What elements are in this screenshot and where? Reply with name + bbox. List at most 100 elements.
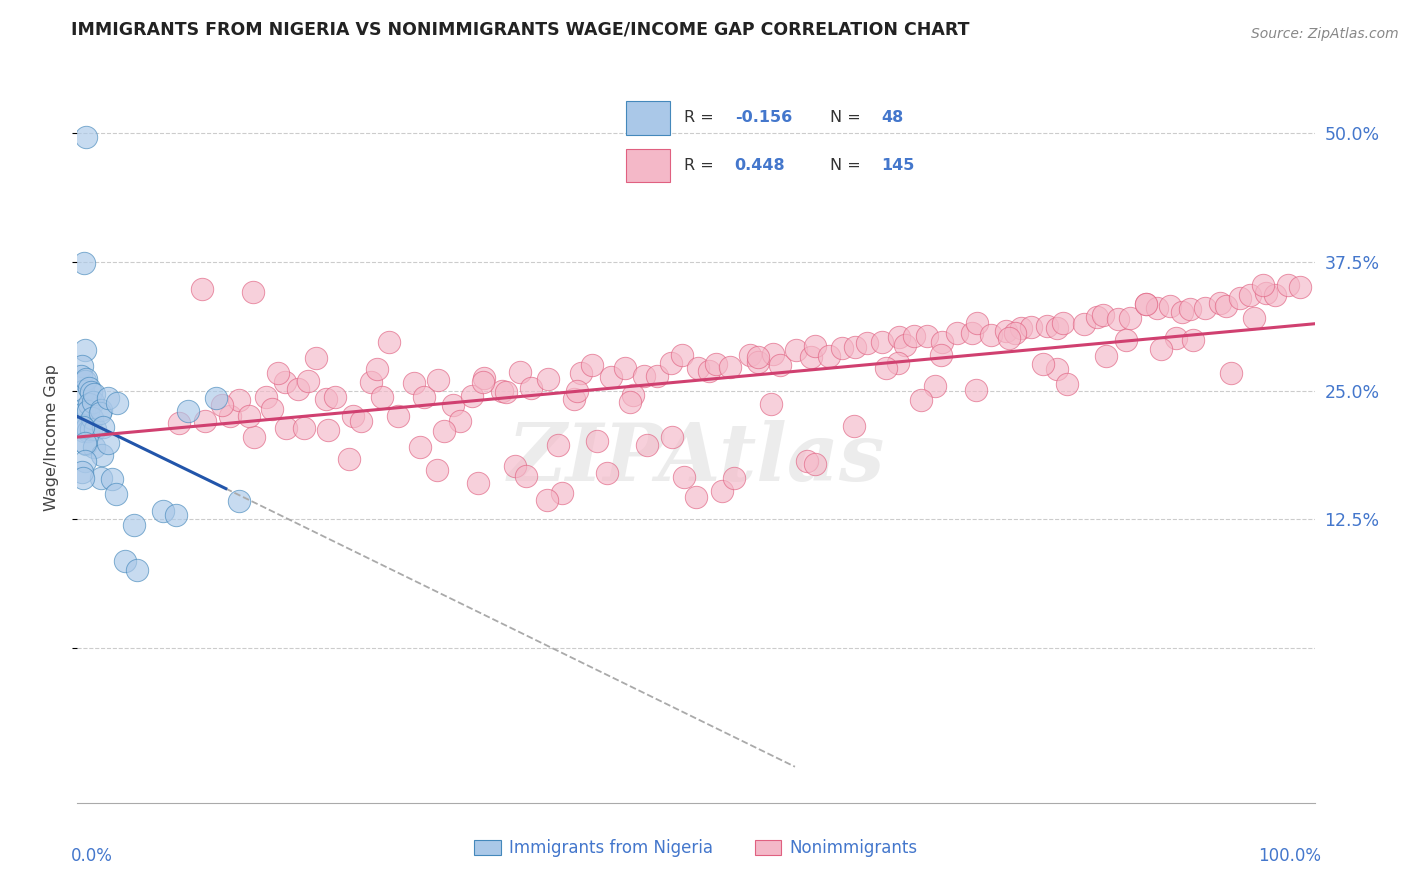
Point xyxy=(581,359,603,373)
Point xyxy=(565,384,588,398)
Point xyxy=(242,285,264,300)
Point xyxy=(1107,311,1129,326)
Point xyxy=(342,409,364,423)
Point xyxy=(1229,292,1251,306)
Point xyxy=(228,393,250,408)
Point xyxy=(1010,321,1032,335)
Point xyxy=(547,437,569,451)
Point xyxy=(550,485,572,500)
Point xyxy=(82,394,104,409)
Point xyxy=(831,341,853,355)
Point xyxy=(402,376,425,391)
Text: IMMIGRANTS FROM NIGERIA VS NONIMMIGRANTS WAGE/INCOME GAP CORRELATION CHART: IMMIGRANTS FROM NIGERIA VS NONIMMIGRANTS… xyxy=(72,21,970,38)
Point xyxy=(70,407,93,421)
Point xyxy=(90,471,112,485)
Point xyxy=(671,348,693,362)
Point xyxy=(80,385,103,400)
Point xyxy=(360,375,382,389)
Point xyxy=(1254,286,1277,301)
Point xyxy=(621,387,644,401)
Point xyxy=(1094,349,1116,363)
Point xyxy=(70,359,93,374)
Point xyxy=(72,384,94,399)
Point xyxy=(1085,310,1108,324)
Text: 0.0%: 0.0% xyxy=(72,847,112,864)
Point xyxy=(315,392,337,406)
Point xyxy=(1277,277,1299,292)
Point xyxy=(323,390,346,404)
Point xyxy=(747,351,769,365)
Point xyxy=(1239,288,1261,302)
Point xyxy=(1159,299,1181,313)
Point xyxy=(80,422,103,436)
Point xyxy=(72,465,94,479)
Point xyxy=(73,425,96,439)
Point xyxy=(75,436,97,450)
Point xyxy=(73,374,96,388)
Point xyxy=(371,390,394,404)
Point xyxy=(800,350,823,364)
Point xyxy=(409,440,432,454)
Point xyxy=(461,389,484,403)
Legend: Immigrants from Nigeria, Nonimmigrants: Immigrants from Nigeria, Nonimmigrants xyxy=(467,832,925,864)
Point xyxy=(761,347,783,361)
Point xyxy=(77,381,100,395)
Point xyxy=(515,468,537,483)
Point xyxy=(685,490,707,504)
Point xyxy=(688,361,710,376)
Point xyxy=(366,362,388,376)
Point xyxy=(503,458,526,473)
Point xyxy=(80,410,103,425)
Point xyxy=(659,356,682,370)
Point xyxy=(844,418,866,433)
Point xyxy=(844,340,866,354)
Point xyxy=(491,384,513,399)
Point xyxy=(965,384,987,398)
Point xyxy=(1073,318,1095,332)
Text: Source: ZipAtlas.com: Source: ZipAtlas.com xyxy=(1251,27,1399,41)
Y-axis label: Wage/Income Gap: Wage/Income Gap xyxy=(44,364,59,510)
Point xyxy=(350,415,373,429)
Point xyxy=(297,374,319,388)
Point xyxy=(83,440,105,454)
Point xyxy=(1150,342,1173,356)
Point xyxy=(441,398,464,412)
Point xyxy=(929,348,952,362)
Point xyxy=(564,392,586,406)
Point xyxy=(262,401,284,416)
Point xyxy=(804,457,827,471)
Point xyxy=(73,343,96,358)
Point xyxy=(194,414,217,428)
Point xyxy=(872,335,894,350)
Point xyxy=(412,390,434,404)
Point xyxy=(433,424,456,438)
Point xyxy=(1194,301,1216,316)
Point xyxy=(509,365,531,379)
Point xyxy=(1164,331,1187,345)
Point xyxy=(1288,280,1310,294)
Point xyxy=(569,366,592,380)
Point xyxy=(887,356,910,370)
Point xyxy=(785,343,807,357)
Point xyxy=(1036,319,1059,334)
Text: ZIPAtlas: ZIPAtlas xyxy=(508,420,884,498)
Point xyxy=(305,351,328,365)
Point xyxy=(75,130,97,145)
Point xyxy=(101,472,124,486)
Point xyxy=(1052,317,1074,331)
Point xyxy=(191,282,214,296)
Point xyxy=(1146,301,1168,315)
Point xyxy=(177,404,200,418)
Point xyxy=(645,368,668,383)
Point xyxy=(72,470,94,484)
Point xyxy=(1046,362,1069,376)
Point xyxy=(1046,320,1069,334)
Point xyxy=(536,493,558,508)
Point xyxy=(267,366,290,380)
Point xyxy=(105,396,128,410)
Point xyxy=(318,423,340,437)
Point xyxy=(471,375,494,389)
Point xyxy=(600,370,623,384)
Point xyxy=(910,393,932,408)
Point xyxy=(70,368,93,383)
